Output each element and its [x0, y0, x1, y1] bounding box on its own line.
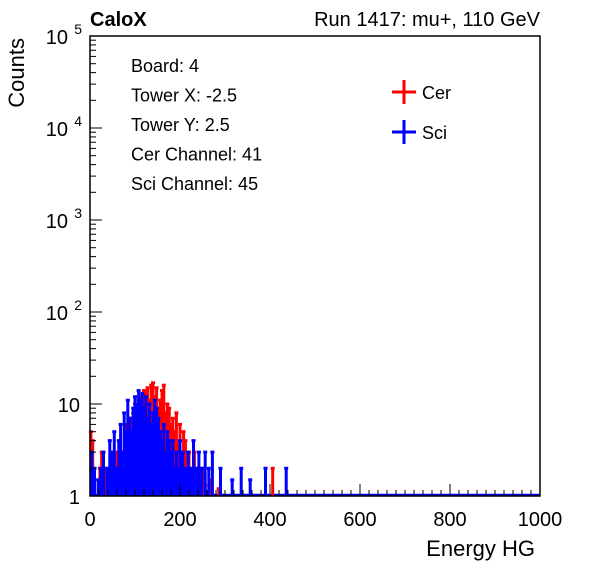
legend-label-cer: Cer — [422, 83, 451, 103]
y-tick-label: 10 — [58, 395, 80, 417]
y-tick-label: 1 — [69, 487, 80, 509]
y-tick-label: 10 — [46, 211, 68, 233]
y-tick-label: 10 — [46, 27, 68, 49]
x-tick-label: 200 — [163, 509, 196, 531]
x-axis-label: Energy HG — [426, 536, 535, 561]
x-tick-label: 600 — [343, 509, 376, 531]
legend: Cer Sci — [392, 80, 451, 144]
x-tick-label: 0 — [84, 509, 95, 531]
info-box: Board: 4 Tower X: -2.5 Tower Y: 2.5 Cer Cha… — [131, 56, 262, 194]
y-axis: 1 10 10 2 10 3 10 4 10 5 — [46, 21, 102, 509]
info-line: Sci Channel: 45 — [131, 174, 258, 194]
info-line: Tower X: -2.5 — [131, 86, 237, 106]
series-layer — [88, 381, 540, 497]
y-tick-label-exponent: 5 — [74, 21, 82, 37]
chart-header-right: Run 1417: mu+, 110 GeV — [314, 9, 541, 31]
x-tick-label: 800 — [433, 509, 466, 531]
series-sci — [89, 389, 289, 496]
info-line: Tower Y: 2.5 — [131, 115, 230, 135]
y-tick-label-exponent: 4 — [74, 113, 82, 129]
chart-header-left: CaloX — [90, 9, 147, 31]
y-tick-label-exponent: 3 — [74, 205, 82, 221]
y-tick-label: 10 — [46, 303, 68, 325]
x-tick-label: 1000 — [518, 509, 563, 531]
info-line: Board: 4 — [131, 56, 199, 76]
y-axis-label: Counts — [4, 38, 29, 108]
legend-label-sci: Sci — [422, 123, 447, 143]
y-tick-label: 10 — [46, 119, 68, 141]
info-line: Cer Channel: 41 — [131, 145, 262, 165]
x-axis: 0 200 400 600 800 1000 — [84, 484, 562, 531]
x-tick-label: 400 — [253, 509, 286, 531]
y-tick-label-exponent: 2 — [74, 297, 82, 313]
